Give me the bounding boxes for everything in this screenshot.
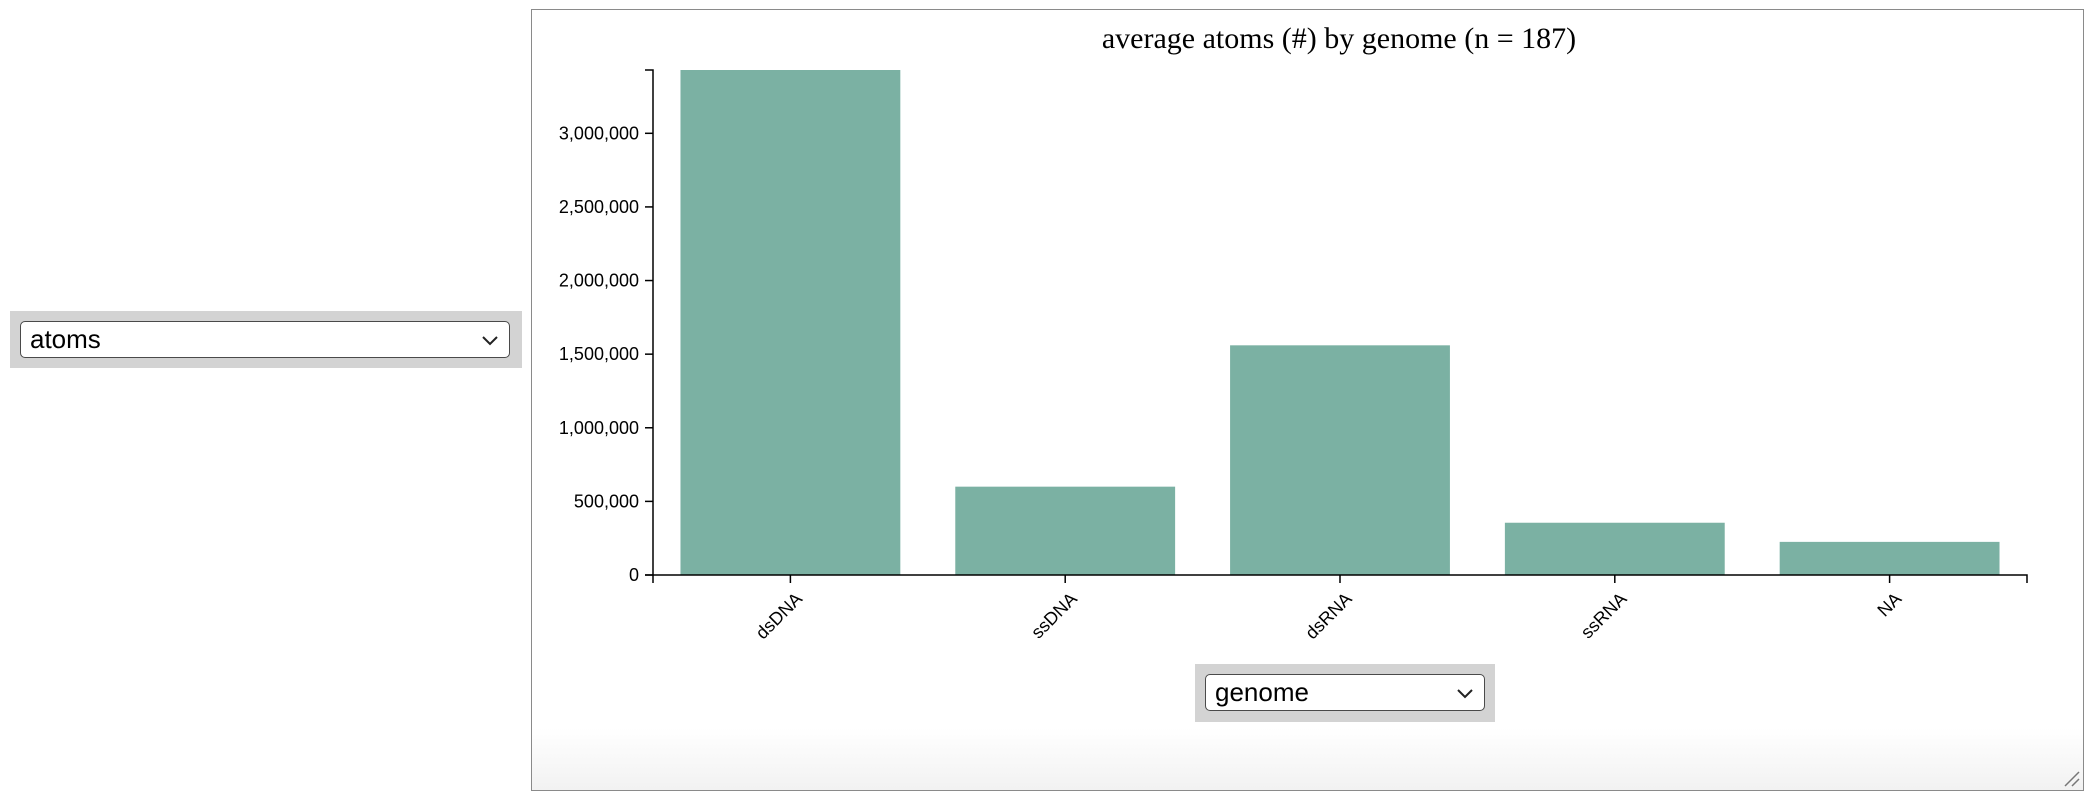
bars-layer xyxy=(680,70,2000,575)
x-tick-label: dsDNA xyxy=(752,589,806,643)
x-variable-selector-wrap: genome xyxy=(1195,664,1495,722)
chart-title: average atoms (#) by genome (n = 187) xyxy=(1102,22,1576,55)
bar-dsrna[interactable] xyxy=(1230,345,1450,575)
bar-dsdna[interactable] xyxy=(680,70,901,575)
x-axis: dsDNA ssDNA dsRNA ssRNA NA xyxy=(652,574,2028,643)
x-variable-select[interactable]: genome xyxy=(1205,674,1485,711)
bar-na[interactable] xyxy=(1779,541,2000,575)
y-tick-label: 500,000 xyxy=(574,491,639,511)
y-tick-label: 3,000,000 xyxy=(559,123,639,143)
y-axis: 0 500,000 1,000,000 1,500,000 2,000,000 2,500… xyxy=(559,69,654,585)
x-variable-select-value: genome xyxy=(1215,677,1309,707)
y-tick-label: 2,500,000 xyxy=(559,197,639,217)
y-axis-line xyxy=(645,69,654,576)
chart-container: average atoms (#) by genome (n = 187) 0 5… xyxy=(531,9,2084,791)
chevron-down-icon xyxy=(482,336,498,346)
bar-chart: average atoms (#) by genome (n = 187) 0 5… xyxy=(559,22,2028,643)
x-tick-label: NA xyxy=(1874,589,1906,621)
x-tick-label: ssRNA xyxy=(1577,589,1631,643)
x-tick-label: ssDNA xyxy=(1027,589,1081,643)
y-tick-label: 0 xyxy=(629,565,639,585)
x-tick-label: dsRNA xyxy=(1301,589,1355,643)
chevron-down-icon xyxy=(1457,689,1473,699)
bar-ssdna[interactable] xyxy=(955,486,1176,575)
bar-ssrna[interactable] xyxy=(1504,522,1725,575)
y-variable-select[interactable]: atoms xyxy=(20,321,510,358)
resize-handle-icon[interactable] xyxy=(2061,768,2081,788)
y-variable-select-value: atoms xyxy=(30,324,101,354)
y-tick-label: 2,000,000 xyxy=(559,271,639,291)
y-variable-selector-wrap: atoms xyxy=(10,311,522,368)
y-tick-label: 1,500,000 xyxy=(559,344,639,364)
y-tick-label: 1,000,000 xyxy=(559,418,639,438)
